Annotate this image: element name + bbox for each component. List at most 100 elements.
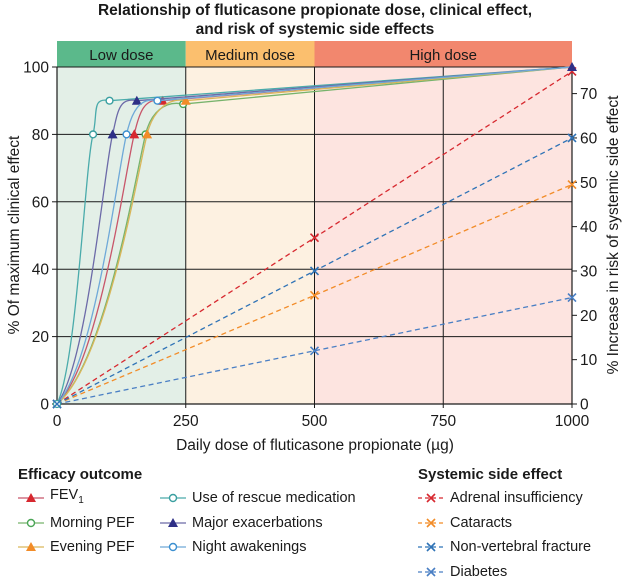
legend-swatch-night-awakenings [160,540,186,554]
legend-efficacy-col-2: Use of rescue medication Major exacerbat… [160,486,356,560]
efficacy-marker-night-awakenings-1 [122,130,131,139]
series [52,62,577,409]
side-effect-marker-adrenal-insufficiency-1 [309,233,320,243]
y-right-tick-label-40: 40 [580,219,598,236]
x-tick-label-750: 750 [430,413,456,430]
y-axis-left-label: % Of maximum clinical effect [6,135,23,334]
y-right-tick-label-30: 30 [580,263,598,280]
efficacy-line-major-exacerbations [56,66,573,405]
legend-swatch-non-vertebral-fracture [418,540,444,554]
title-line-1: Relationship of fluticasone propionate d… [98,2,532,19]
y-right-tick-label-20: 20 [580,308,598,325]
efficacy-marker-fev1-1 [129,129,140,139]
y-left-tick-label-20: 20 [32,329,50,346]
legend-swatch-diabetes [418,565,444,579]
side-effect-line-diabetes [56,296,573,405]
legend-label-evening-pef: Evening PEF [50,539,135,555]
y-left-tick-label-100: 100 [23,60,49,77]
legend-swatch-rescue-medication [160,491,186,505]
efficacy-marker-use-of-rescue-medication-1 [88,130,98,139]
legend-label-non-vertebral-fracture: Non-vertebral fracture [450,539,592,555]
efficacy-line-fev1 [56,66,573,405]
zone-label-medium-dose: Medium dose [205,47,295,64]
axes: 0 250 500 750 100002040608010001020304050607… [23,60,597,431]
zone-header-medium-dose [185,41,315,67]
side-effect-marker-diabetes-1 [309,346,320,356]
y-right-tick-label-10: 10 [580,352,598,369]
y-left-tick-label-0: 0 [40,397,49,414]
efficacy-line-use-of-rescue-medication [56,66,573,405]
y-axis-right-label: % Increase in risk of systemic side effe… [605,95,622,375]
efficacy-series-evening-pef [56,66,573,405]
efficacy-series-use-of-rescue-medication [56,66,573,405]
y-right-tick-label-70: 70 [580,86,598,103]
max-effect-marker [567,62,577,71]
origin-cross-marker [52,399,62,409]
x-tick-label-500: 500 [302,413,328,430]
efficacy-marker-evening-pef-2 [180,95,191,105]
legend-item-major-exacerbations: Major exacerbations [160,511,356,536]
legend-item-cataracts: Cataracts [418,511,591,536]
legend-swatch-evening-pef [18,540,44,554]
efficacy-line-evening-pef [56,66,573,405]
efficacy-marker-evening-pef-1 [142,129,153,139]
fev-subscript: 1 [78,494,84,506]
legend-item-non-vertebral-fracture: Non-vertebral fracture [418,535,591,560]
title-line-2: and risk of systemic side effects [196,21,435,38]
legend-item-morning-pef: Morning PEF [18,511,160,536]
zone-label-high-dose: High dose [409,47,477,64]
legend-swatch-cataracts [418,516,444,530]
legend-efficacy-title: Efficacy outcome [18,466,143,483]
legend-item-fev1: FEV1 [18,486,160,511]
legend-swatch-fev1 [18,491,44,505]
legend-side-effects: Systemic side effect Adrenal insufficien… [418,465,591,584]
title: Relationship of fluticasone propionate d… [98,2,532,38]
x-tick-label-1000: 1000 [555,413,590,430]
side-effect-marker-cataracts-1 [309,290,320,300]
legend-label-morning-pef: Morning PEF [50,514,135,531]
y-left-tick-label-80: 80 [32,127,50,144]
zone-header-low-dose [57,41,186,67]
efficacy-marker-major-exacerbations-1 [107,129,118,139]
efficacy-marker-night-awakenings-2 [153,96,162,105]
y-left-tick-label-60: 60 [32,194,50,211]
legend-label-fev1: FEV1 [50,483,84,513]
legend-item-diabetes: Diabetes [418,560,591,585]
legend-item-adrenal-insufficiency: Adrenal insufficiency [418,486,591,511]
zone-fill-medium-dose [185,67,315,404]
legend-label-rescue-medication: Use of rescue medication [192,490,356,506]
y-right-tick-label-0: 0 [580,397,589,414]
legend-swatch-major-exacerbations [160,516,186,530]
legend-label-night-awakenings: Night awakenings [192,539,307,555]
legend-item-evening-pef: Evening PEF [18,535,160,560]
legend-side-effect-title: Systemic side effect [418,466,563,483]
efficacy-series-major-exacerbations [56,66,573,405]
legend-efficacy: Efficacy outcome FEV1 Morning PEF Evenin… [18,465,356,560]
efficacy-marker-major-exacerbations-2 [131,95,142,105]
x-axis-label: Daily dose of fluticasone propionate (µg… [176,437,454,454]
y-right-tick-label-50: 50 [580,175,598,192]
legend-swatch-morning-pef [18,516,44,530]
endpoint-markers [52,62,577,409]
side-effect-marker-diabetes-2 [567,293,577,303]
side-effect-marker-cataracts-2 [567,179,577,190]
legend-label-cataracts: Cataracts [450,514,513,531]
side-effect-marker-non-vertebral-fracture-2 [567,133,577,143]
zone-header-high-dose [314,41,572,67]
y-left-tick-label-40: 40 [32,262,50,279]
y-right-tick-label-60: 60 [580,130,598,147]
legend-swatch-adrenal-insufficiency [418,491,444,505]
legend-efficacy-col-1: FEV1 Morning PEF Evening PEF [18,486,160,560]
x-tick-label-0: 0 [53,413,62,430]
legend-label-adrenal-insufficiency: Adrenal insufficiency [450,490,583,506]
fev-text: FEV [50,487,79,504]
efficacy-marker-use-of-rescue-medication-2 [105,96,114,105]
x-tick-label-250: 250 [173,413,199,430]
legend-item-night-awakenings: Night awakenings [160,535,356,560]
legend-item-rescue-medication: Use of rescue medication [160,486,356,511]
legend-label-major-exacerbations: Major exacerbations [192,514,323,531]
efficacy-line-night-awakenings [56,66,573,405]
legend-label-diabetes: Diabetes [450,563,508,580]
zone-label-low-dose: Low dose [89,47,153,64]
